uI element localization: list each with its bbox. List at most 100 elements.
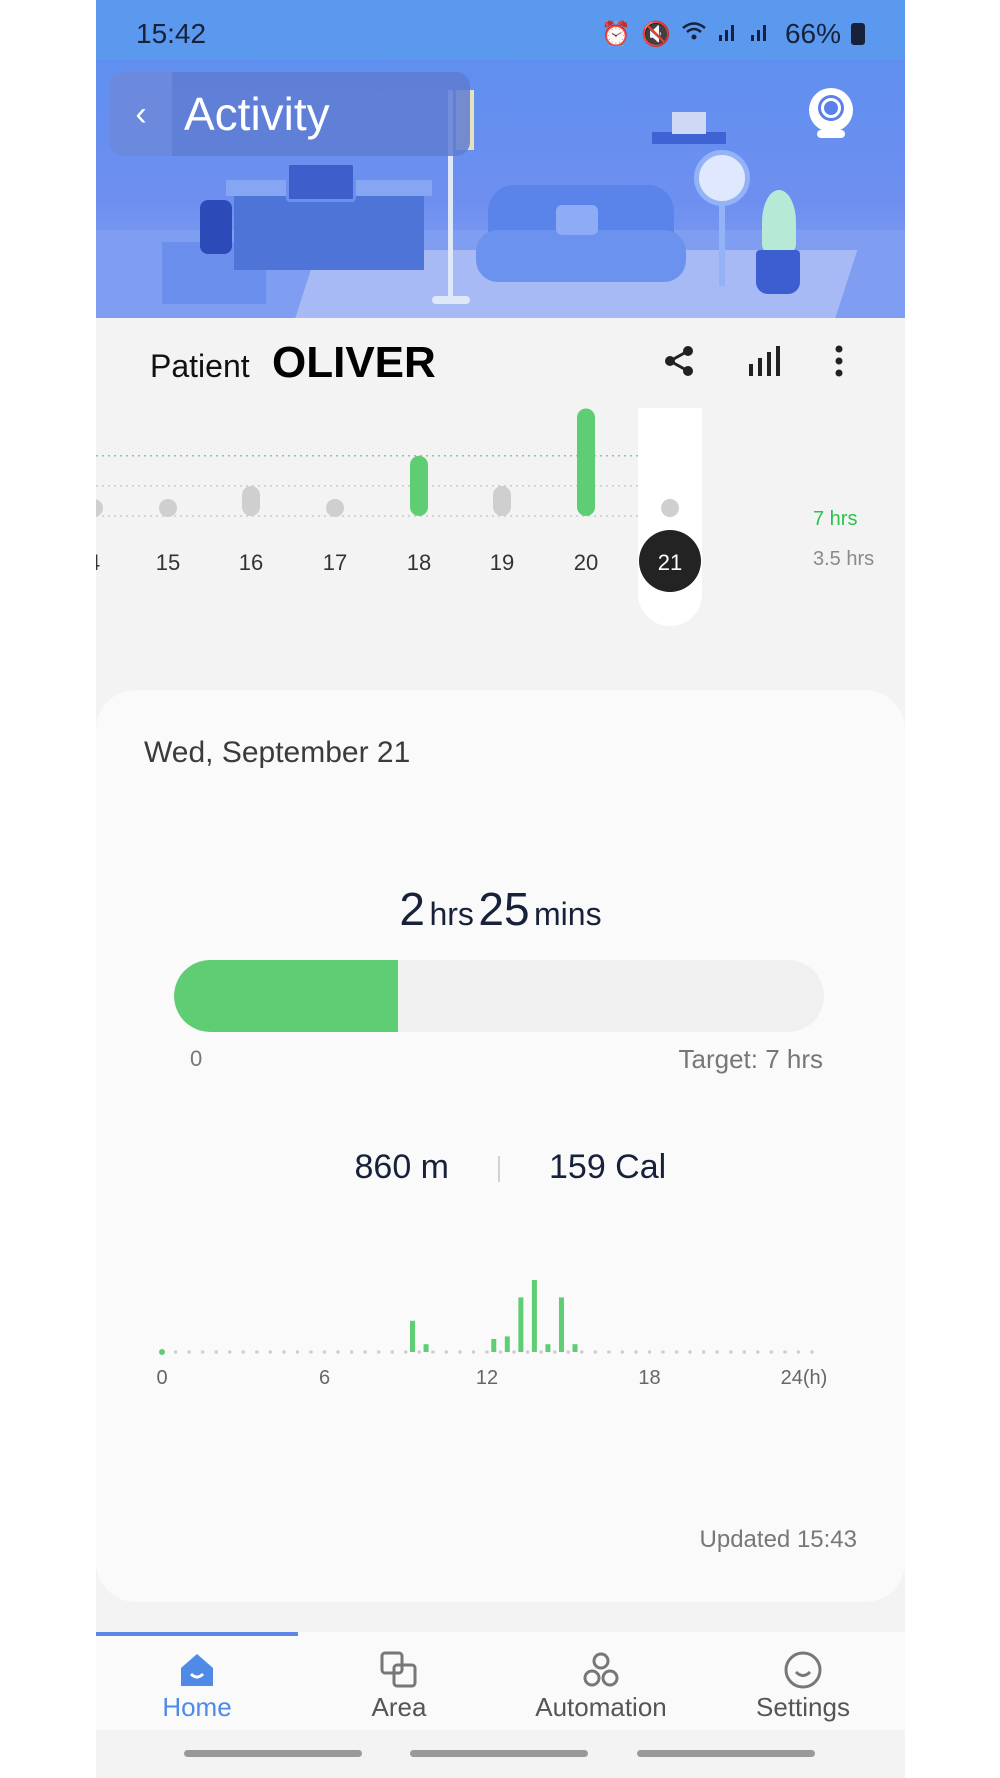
nav-label-home: Home <box>162 1692 232 1722</box>
baseline-dot <box>214 1350 218 1354</box>
nav-item-settings[interactable]: Settings <box>702 1632 904 1730</box>
hourly-activity-chart: 0 6 12 18 24(h) <box>96 1242 905 1480</box>
activity-bar <box>572 1344 578 1352</box>
desk-shape <box>234 190 424 270</box>
baseline-dot <box>417 1350 422 1354</box>
nav-item-automation[interactable]: Automation <box>500 1632 702 1730</box>
x-tick-label: 24(h) <box>781 1367 828 1389</box>
day-bar-20 <box>577 408 595 516</box>
battery-percent: 66% <box>784 18 841 49</box>
x-tick-label: 6 <box>319 1367 330 1389</box>
baseline-dot <box>295 1350 300 1354</box>
baseline-dot <box>254 1350 259 1354</box>
day-bar-16 <box>242 486 260 516</box>
status-icons: ⏰ 🔇 66% <box>601 18 865 50</box>
baseline-dot <box>552 1350 557 1354</box>
patient-label: Patient <box>150 348 250 384</box>
system-home-button[interactable] <box>410 1750 588 1757</box>
mute-icon: 🔇 <box>641 20 671 48</box>
activity-bar <box>558 1297 564 1352</box>
day-dot-15 <box>159 499 177 517</box>
baseline-dot <box>390 1350 395 1354</box>
baseline-dot <box>173 1350 178 1354</box>
nav-item-home[interactable]: Home <box>96 1632 298 1730</box>
system-back-button[interactable] <box>637 1750 815 1757</box>
baseline-dot <box>187 1350 191 1354</box>
system-recents-button[interactable] <box>184 1750 362 1757</box>
settings-icon <box>783 1650 823 1690</box>
x-tick-label: 18 <box>638 1367 660 1389</box>
day-label-16: 16 <box>239 550 263 575</box>
baseline-dot <box>282 1350 286 1354</box>
status-bar: 15:42 ⏰ 🔇 66% <box>96 0 905 60</box>
baseline-dot <box>756 1350 760 1354</box>
baseline-dot <box>634 1350 638 1354</box>
activity-bar <box>159 1349 165 1355</box>
back-button[interactable]: ‹ <box>110 72 172 156</box>
wifi-icon <box>681 20 707 49</box>
system-nav-bar <box>96 1730 905 1778</box>
page-title: Activity <box>184 88 330 140</box>
baseline-dot <box>322 1350 327 1354</box>
day-label-15: 15 <box>156 550 180 575</box>
battery-icon <box>851 23 865 45</box>
activity-bar <box>423 1344 429 1352</box>
baseline-dot <box>241 1350 246 1354</box>
baseline-dot <box>593 1350 598 1354</box>
day-label-18: 18 <box>407 550 431 575</box>
duration-minutes-unit: mins <box>534 896 602 932</box>
bar-chart-icon[interactable] <box>738 336 788 386</box>
baseline-dot <box>607 1350 611 1354</box>
duration-hours: 2 <box>399 883 426 935</box>
header-title-pill: ‹ Activity <box>110 72 470 156</box>
baseline-dot <box>742 1350 747 1354</box>
baseline-dot <box>701 1350 706 1354</box>
baseline-dot <box>458 1350 462 1354</box>
camera-button[interactable] <box>809 88 853 140</box>
legend-half: 3.5 hrs <box>813 548 875 570</box>
legend-target: 7 hrs <box>813 508 858 530</box>
speaker-shape <box>200 200 232 254</box>
baseline-dot <box>728 1350 733 1354</box>
automation-icon <box>581 1650 621 1690</box>
monitor-shape <box>286 162 356 202</box>
baseline-dot <box>200 1350 205 1354</box>
app-frame: 15:42 ⏰ 🔇 66% <box>96 0 905 1778</box>
baseline-dot <box>688 1350 692 1354</box>
activity-bar <box>531 1242 537 1352</box>
alarm-icon: ⏰ <box>601 20 632 48</box>
baseline-dot <box>471 1350 476 1354</box>
baseline-dot <box>403 1350 408 1354</box>
activity-bar <box>545 1344 551 1352</box>
chevron-left-icon: ‹ <box>135 94 147 133</box>
share-icon[interactable] <box>654 336 704 386</box>
updated-timestamp: Updated 15:43 <box>699 1526 857 1553</box>
plant-leaf-shape <box>762 190 796 254</box>
baseline-dot <box>661 1350 665 1354</box>
sofa-shape <box>476 185 686 290</box>
day-bar-19 <box>493 486 511 516</box>
baseline-dot <box>363 1350 367 1354</box>
metric-divider <box>498 1156 500 1182</box>
patient-name: OLIVER <box>272 338 436 387</box>
duration-hours-unit: hrs <box>429 896 474 932</box>
baseline-dot <box>336 1350 340 1354</box>
lamp-pole-shape <box>448 90 453 300</box>
selected-date: Wed, September 21 <box>144 736 411 769</box>
nav-label-automation: Automation <box>535 1692 667 1722</box>
progress-target-label: Target: 7 hrs <box>678 1044 823 1074</box>
nav-item-area[interactable]: Area <box>298 1632 500 1730</box>
day-label-20: 20 <box>574 550 598 575</box>
day-dot-21 <box>661 499 679 517</box>
baseline-dot <box>309 1350 313 1354</box>
fan-pole-shape <box>719 206 725 286</box>
day-bar-18 <box>410 455 428 516</box>
progress-bar <box>174 960 824 1032</box>
shelf-shape <box>652 132 726 144</box>
nav-active-indicator <box>96 1632 298 1636</box>
signal-icon <box>749 20 771 49</box>
more-vert-icon[interactable] <box>814 336 864 386</box>
daily-summary-card: Wed, September 21 2 hrs 25 mins 0 Target… <box>96 690 905 1602</box>
day-label-4: 4 <box>96 550 100 575</box>
home-icon <box>177 1650 217 1690</box>
